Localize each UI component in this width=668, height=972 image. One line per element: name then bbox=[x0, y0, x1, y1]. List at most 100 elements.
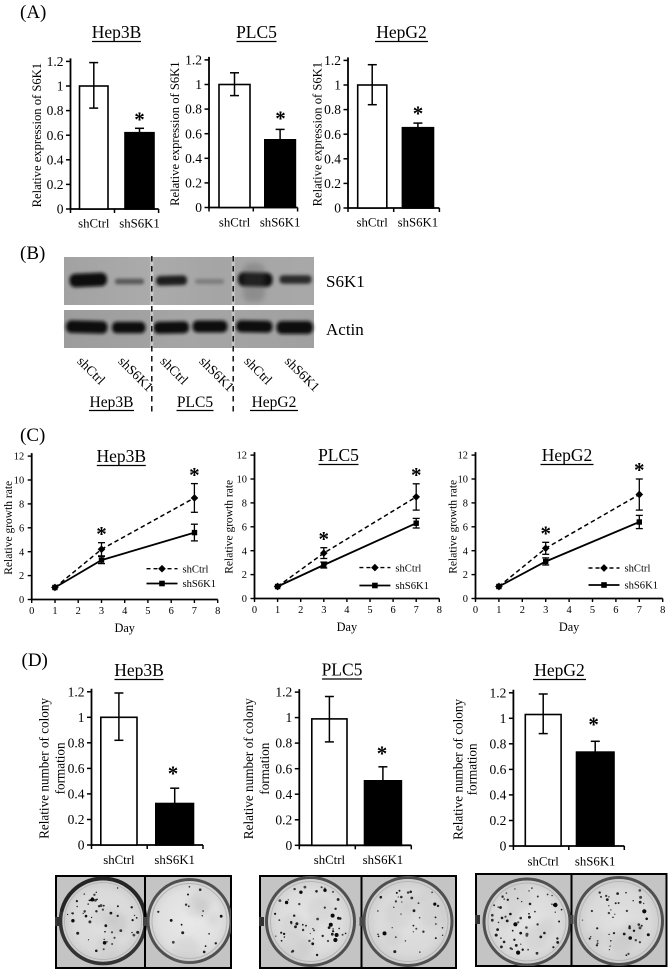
svg-text:0.2: 0.2 bbox=[275, 812, 292, 827]
svg-text:formation: formation bbox=[257, 742, 272, 794]
svg-text:5: 5 bbox=[145, 606, 150, 617]
svg-text:Relative growth rate: Relative growth rate bbox=[3, 481, 15, 575]
svg-text:Relative number of colony: Relative number of colony bbox=[37, 698, 52, 839]
svg-text:shCtrl: shCtrl bbox=[219, 216, 251, 230]
svg-text:3: 3 bbox=[321, 605, 326, 616]
svg-text:shS6K1: shS6K1 bbox=[363, 853, 404, 867]
svg-text:0: 0 bbox=[334, 201, 341, 216]
svg-text:6: 6 bbox=[390, 605, 395, 616]
svg-text:10: 10 bbox=[458, 475, 468, 486]
svg-text:8: 8 bbox=[242, 499, 247, 510]
svg-text:shCtrl: shCtrl bbox=[103, 853, 135, 867]
svg-text:Relative expression of S6K1: Relative expression of S6K1 bbox=[30, 63, 44, 207]
svg-text:*: * bbox=[634, 458, 645, 482]
svg-text:0.4: 0.4 bbox=[185, 151, 202, 166]
svg-text:shCtrl: shCtrl bbox=[78, 217, 110, 231]
svg-text:shCtrl: shCtrl bbox=[528, 855, 560, 869]
svg-text:7: 7 bbox=[414, 605, 419, 616]
svg-text:HepG2: HepG2 bbox=[376, 22, 427, 42]
svg-text:1: 1 bbox=[78, 710, 85, 725]
svg-text:4: 4 bbox=[19, 547, 25, 558]
svg-text:Actin: Actin bbox=[326, 320, 364, 339]
svg-text:8: 8 bbox=[215, 606, 220, 617]
svg-text:*: * bbox=[411, 463, 422, 487]
svg-text:0: 0 bbox=[19, 595, 24, 606]
svg-text:5: 5 bbox=[590, 605, 595, 616]
svg-text:0: 0 bbox=[252, 605, 257, 616]
svg-text:0.4: 0.4 bbox=[275, 787, 292, 802]
svg-text:PLC5: PLC5 bbox=[236, 22, 277, 42]
svg-text:Day: Day bbox=[337, 620, 358, 634]
svg-text:0.8: 0.8 bbox=[185, 102, 202, 117]
svg-text:shCtrl: shCtrl bbox=[357, 216, 389, 230]
svg-text:0.2: 0.2 bbox=[47, 177, 64, 192]
svg-text:shCtrl: shCtrl bbox=[183, 564, 209, 575]
svg-text:0: 0 bbox=[78, 838, 85, 853]
svg-text:Day: Day bbox=[559, 620, 580, 634]
svg-text:8: 8 bbox=[19, 500, 24, 511]
svg-text:4: 4 bbox=[344, 605, 350, 616]
svg-text:1.2: 1.2 bbox=[490, 685, 507, 700]
svg-text:4: 4 bbox=[463, 546, 469, 557]
svg-text:*: * bbox=[168, 762, 179, 786]
svg-text:2: 2 bbox=[19, 571, 24, 582]
svg-text:shCtrl: shCtrl bbox=[625, 564, 651, 575]
svg-text:3: 3 bbox=[99, 606, 104, 617]
svg-text:Relative expression of S6K1: Relative expression of S6K1 bbox=[168, 61, 182, 205]
svg-text:4: 4 bbox=[122, 606, 128, 617]
svg-text:Relative growth rate: Relative growth rate bbox=[447, 480, 459, 574]
svg-text:1.2: 1.2 bbox=[185, 53, 202, 68]
svg-text:6: 6 bbox=[169, 606, 174, 617]
svg-text:2: 2 bbox=[76, 606, 81, 617]
svg-text:shS6K1: shS6K1 bbox=[154, 853, 195, 867]
svg-text:0.6: 0.6 bbox=[490, 762, 507, 777]
svg-text:2: 2 bbox=[463, 570, 468, 581]
svg-text:0.2: 0.2 bbox=[185, 176, 202, 191]
svg-text:0.4: 0.4 bbox=[490, 788, 507, 803]
svg-text:shS6K1: shS6K1 bbox=[119, 217, 160, 231]
svg-text:Hep3B: Hep3B bbox=[97, 446, 147, 466]
svg-text:1.2: 1.2 bbox=[275, 685, 292, 700]
svg-text:0: 0 bbox=[242, 594, 247, 605]
svg-text:Relative number of colony: Relative number of colony bbox=[451, 699, 466, 840]
svg-text:2: 2 bbox=[298, 605, 303, 616]
svg-text:5: 5 bbox=[367, 605, 372, 616]
svg-text:8: 8 bbox=[437, 605, 442, 616]
svg-text:0: 0 bbox=[195, 200, 202, 215]
svg-text:0.8: 0.8 bbox=[68, 735, 85, 750]
svg-text:(D): (D) bbox=[22, 650, 48, 671]
svg-text:0.4: 0.4 bbox=[68, 787, 85, 802]
svg-text:shCtrl: shCtrl bbox=[314, 853, 346, 867]
svg-text:6: 6 bbox=[242, 522, 247, 533]
svg-text:(C): (C) bbox=[20, 425, 45, 446]
svg-text:0.8: 0.8 bbox=[275, 736, 292, 751]
svg-text:3: 3 bbox=[543, 605, 548, 616]
svg-text:6: 6 bbox=[463, 522, 468, 533]
svg-text:*: * bbox=[588, 713, 599, 737]
svg-text:Relative growth rate: Relative growth rate bbox=[223, 480, 235, 574]
svg-text:6: 6 bbox=[613, 605, 618, 616]
svg-text:shCtrl: shCtrl bbox=[395, 563, 421, 574]
svg-text:*: * bbox=[540, 522, 551, 546]
svg-text:2: 2 bbox=[520, 605, 525, 616]
svg-text:1: 1 bbox=[275, 605, 280, 616]
svg-text:1.2: 1.2 bbox=[47, 54, 64, 69]
svg-text:HepG2: HepG2 bbox=[534, 660, 585, 680]
svg-text:Hep3B: Hep3B bbox=[114, 660, 164, 680]
svg-text:1.2: 1.2 bbox=[324, 53, 341, 68]
svg-text:*: * bbox=[377, 742, 388, 766]
svg-text:HepG2: HepG2 bbox=[252, 394, 297, 411]
svg-text:7: 7 bbox=[637, 605, 642, 616]
svg-text:0.8: 0.8 bbox=[324, 102, 341, 117]
svg-text:7: 7 bbox=[192, 606, 197, 617]
svg-text:*: * bbox=[96, 522, 107, 546]
svg-text:shS6K1: shS6K1 bbox=[398, 216, 439, 230]
svg-text:0.2: 0.2 bbox=[68, 812, 85, 827]
svg-text:*: * bbox=[134, 108, 145, 132]
svg-text:0: 0 bbox=[463, 594, 468, 605]
svg-text:1: 1 bbox=[57, 79, 64, 94]
svg-text:8: 8 bbox=[463, 499, 468, 510]
svg-text:0.6: 0.6 bbox=[324, 127, 341, 142]
svg-text:Hep3B: Hep3B bbox=[92, 22, 142, 42]
svg-text:(B): (B) bbox=[20, 243, 45, 264]
